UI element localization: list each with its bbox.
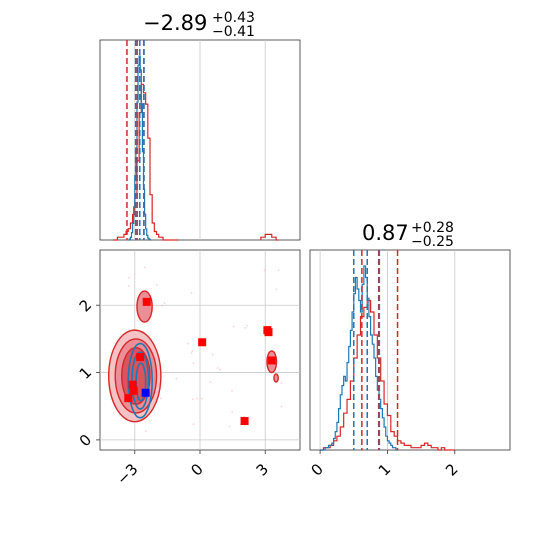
sample-point — [161, 304, 164, 307]
param2-title-sub: −0.25 — [411, 234, 454, 250]
sample-point — [127, 285, 130, 287]
sample-point — [128, 276, 130, 279]
sample-point — [280, 405, 283, 408]
sample-point — [277, 269, 280, 271]
param2-hist-frame — [309, 249, 511, 451]
param1-hist-grid — [134, 40, 266, 240]
sample-point — [209, 381, 212, 383]
param2-title-sup: +0.28 — [411, 220, 454, 236]
sample-point — [231, 389, 233, 392]
sample-point — [160, 397, 163, 400]
param1-title-main: −2.89 — [143, 11, 207, 35]
joint-marks — [107, 266, 283, 433]
y-tick-label: 0 — [76, 431, 95, 450]
blue-histogram — [128, 55, 152, 241]
param1-hist-marks — [113, 40, 279, 241]
sample-point — [192, 423, 195, 426]
red-marker — [198, 338, 207, 347]
sample-point — [187, 342, 190, 345]
sample-point — [216, 367, 219, 369]
red-histogram-tail — [260, 233, 279, 241]
sample-point — [228, 425, 231, 428]
sample-point — [191, 398, 194, 401]
red-marker — [240, 417, 249, 426]
param1-hist-panel: −2.89 +0.43 −0.41 — [99, 10, 301, 241]
red-contour-island — [136, 290, 153, 323]
sample-point — [263, 269, 266, 272]
sample-point — [275, 288, 278, 291]
x-tick-label: 3 — [253, 460, 272, 479]
param1-title-sub: −0.41 — [212, 24, 255, 40]
red-marker — [267, 356, 276, 365]
sample-point — [190, 292, 193, 295]
param2-title: 0.87 +0.28 −0.25 — [362, 220, 454, 250]
sample-point — [246, 324, 249, 327]
param1-title-sup: +0.43 — [212, 10, 255, 26]
blue-marker — [141, 388, 150, 397]
param1-title: −2.89 +0.43 −0.41 — [143, 10, 255, 40]
red-marker — [142, 297, 151, 306]
param2-hist-grid — [319, 250, 456, 450]
x-tick-label: 1 — [375, 460, 394, 479]
red-marker — [124, 394, 133, 403]
sample-point — [196, 397, 198, 400]
sample-point — [143, 266, 146, 269]
red-marker — [129, 386, 138, 395]
sample-point — [201, 397, 203, 400]
sample-point — [219, 368, 221, 371]
joint-y-tick-labels: 0 1 2 — [76, 296, 100, 450]
y-tick-label: 2 — [76, 296, 95, 315]
sample-point — [244, 326, 247, 329]
sample-point — [144, 430, 147, 433]
sample-point — [280, 382, 283, 384]
red-contour-island — [273, 373, 279, 383]
joint-panel: −3 0 3 0 1 2 — [76, 249, 301, 488]
sample-point — [191, 350, 194, 353]
red-histogram — [320, 299, 455, 451]
param2-title-main: 0.87 — [362, 221, 409, 245]
blue-contour — [131, 351, 150, 410]
blue-histogram — [320, 265, 398, 451]
param2-hist-marks — [320, 250, 455, 451]
joint-x-tick-labels: −3 0 3 — [113, 450, 272, 488]
x-tick-label: 0 — [187, 460, 206, 479]
x-tick-label: 2 — [442, 460, 461, 479]
sample-point — [190, 352, 193, 354]
y-tick-label: 1 — [76, 363, 95, 382]
sample-point — [211, 353, 214, 356]
x-tick-label: 0 — [307, 460, 326, 479]
sample-point — [231, 411, 233, 414]
blue-contour — [127, 342, 153, 419]
red-marker — [128, 380, 137, 389]
x-tick-label: −3 — [113, 460, 141, 488]
sample-point — [175, 377, 178, 380]
sample-point — [192, 362, 195, 364]
param2-hist-panel: 0 1 2 0.87 +0.28 −0.25 — [307, 220, 511, 480]
sample-point — [163, 302, 166, 305]
red-marker — [136, 353, 145, 362]
sample-point — [232, 325, 235, 328]
param2-x-tick-labels: 0 1 2 — [307, 450, 462, 480]
sample-point — [155, 284, 158, 287]
red-marker — [264, 328, 273, 337]
